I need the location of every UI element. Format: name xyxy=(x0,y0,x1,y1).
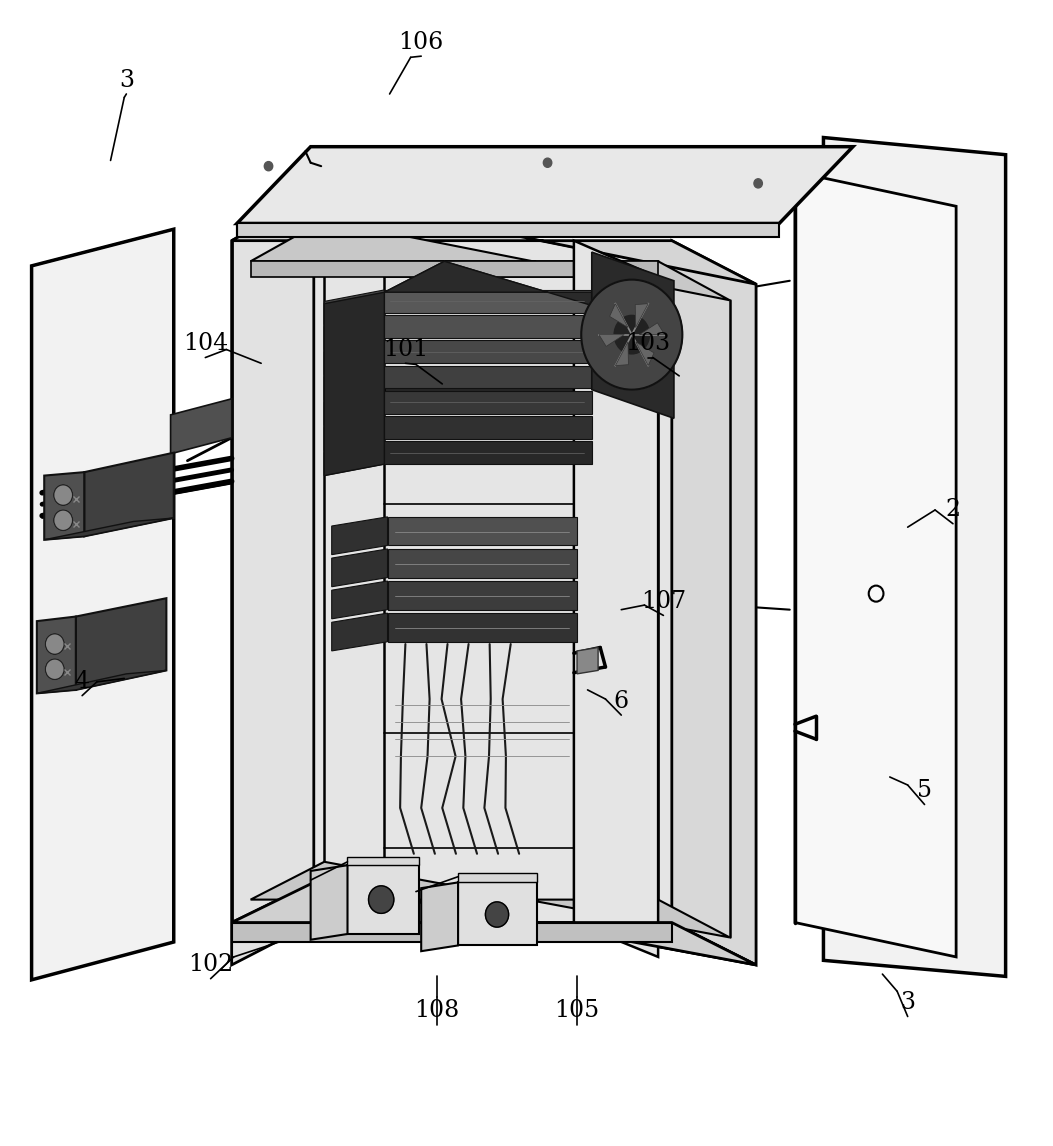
Circle shape xyxy=(581,280,682,390)
Polygon shape xyxy=(458,873,537,882)
Polygon shape xyxy=(347,857,419,865)
Circle shape xyxy=(54,485,73,505)
Circle shape xyxy=(264,162,273,171)
Text: 106: 106 xyxy=(399,31,443,54)
Text: 3: 3 xyxy=(119,69,134,92)
Polygon shape xyxy=(37,670,166,693)
Text: 108: 108 xyxy=(415,999,459,1022)
Circle shape xyxy=(45,659,64,680)
Polygon shape xyxy=(232,882,756,965)
Text: 6: 6 xyxy=(614,690,629,713)
Polygon shape xyxy=(332,549,388,587)
Polygon shape xyxy=(384,416,592,439)
Polygon shape xyxy=(84,453,174,536)
Polygon shape xyxy=(232,195,756,284)
Polygon shape xyxy=(324,290,384,324)
Circle shape xyxy=(369,886,394,913)
Text: 107: 107 xyxy=(641,590,686,613)
Polygon shape xyxy=(324,315,384,350)
Text: 103: 103 xyxy=(625,332,670,355)
Polygon shape xyxy=(332,613,388,651)
Polygon shape xyxy=(251,220,730,300)
Polygon shape xyxy=(237,223,779,237)
Polygon shape xyxy=(672,241,756,965)
Text: 2: 2 xyxy=(946,499,960,521)
Polygon shape xyxy=(251,862,730,937)
Polygon shape xyxy=(237,147,853,223)
Polygon shape xyxy=(232,195,314,965)
Polygon shape xyxy=(388,549,577,578)
Text: 101: 101 xyxy=(383,338,428,361)
Polygon shape xyxy=(314,195,756,965)
Polygon shape xyxy=(635,304,649,328)
Polygon shape xyxy=(615,342,629,366)
Polygon shape xyxy=(347,865,419,934)
Polygon shape xyxy=(388,613,577,642)
Circle shape xyxy=(543,158,552,167)
Polygon shape xyxy=(384,441,592,464)
Polygon shape xyxy=(324,340,384,375)
Polygon shape xyxy=(324,292,384,476)
Text: 102: 102 xyxy=(188,953,233,976)
Polygon shape xyxy=(458,882,537,945)
Polygon shape xyxy=(384,366,592,388)
Polygon shape xyxy=(599,335,624,346)
Circle shape xyxy=(614,315,650,354)
Polygon shape xyxy=(171,399,232,454)
Polygon shape xyxy=(332,517,388,555)
Polygon shape xyxy=(577,647,598,674)
Text: 4: 4 xyxy=(75,670,90,693)
Polygon shape xyxy=(388,517,577,545)
Polygon shape xyxy=(384,261,651,323)
Polygon shape xyxy=(324,391,384,425)
Polygon shape xyxy=(251,261,658,277)
Polygon shape xyxy=(324,366,384,400)
Text: 105: 105 xyxy=(555,999,599,1022)
Polygon shape xyxy=(823,138,1006,976)
Polygon shape xyxy=(610,304,628,328)
Circle shape xyxy=(754,179,762,188)
Polygon shape xyxy=(384,261,651,323)
Polygon shape xyxy=(574,241,658,957)
Polygon shape xyxy=(232,882,756,965)
Polygon shape xyxy=(324,441,384,476)
Circle shape xyxy=(45,634,64,654)
Polygon shape xyxy=(421,882,458,951)
Polygon shape xyxy=(37,617,76,693)
Polygon shape xyxy=(332,581,388,619)
Circle shape xyxy=(54,510,73,531)
Polygon shape xyxy=(384,391,592,414)
Polygon shape xyxy=(324,416,384,450)
Polygon shape xyxy=(76,598,166,690)
Text: 104: 104 xyxy=(183,332,227,355)
Polygon shape xyxy=(232,923,672,942)
Polygon shape xyxy=(32,229,174,980)
Polygon shape xyxy=(384,315,592,338)
Text: 3: 3 xyxy=(900,991,915,1014)
Polygon shape xyxy=(44,518,174,540)
Polygon shape xyxy=(639,323,664,335)
Text: 5: 5 xyxy=(917,779,932,802)
Circle shape xyxy=(485,902,509,927)
Polygon shape xyxy=(592,252,674,418)
Polygon shape xyxy=(384,290,592,313)
Polygon shape xyxy=(44,472,84,540)
Polygon shape xyxy=(795,172,956,957)
Polygon shape xyxy=(388,581,577,610)
Polygon shape xyxy=(636,342,654,366)
Polygon shape xyxy=(311,865,347,940)
Polygon shape xyxy=(384,340,592,363)
